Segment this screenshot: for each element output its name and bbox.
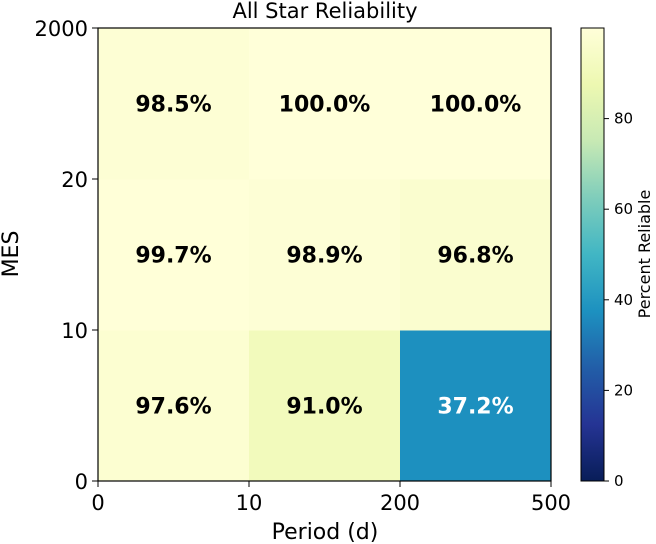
heatmap-cell-label: 37.2% [437, 395, 513, 420]
heatmap-cell [249, 28, 401, 180]
x-axis-label: Period (d) [272, 520, 379, 544]
heatmap-cell [98, 330, 250, 482]
y-axis-label: MES [0, 231, 24, 278]
heatmap-cell-label: 100.0% [430, 93, 522, 118]
heatmap-cell [400, 179, 552, 331]
heatmap-cells [98, 28, 552, 482]
heatmap-cell-label: 98.5% [135, 93, 211, 118]
x-axis-ticks: 0 10 200 500 [91, 481, 571, 515]
heatmap-cell [249, 179, 401, 331]
x-tick-label: 200 [380, 491, 420, 515]
chart-title: All Star Reliability [232, 0, 417, 23]
plot-frame [97, 27, 552, 482]
heatmap-cell-label: 98.9% [286, 244, 362, 269]
y-axis-ticks: 0 10 20 2000 [35, 17, 98, 494]
x-tick-label: 10 [236, 491, 263, 515]
y-tick-label: 10 [61, 319, 88, 343]
heatmap-cell [98, 28, 250, 180]
heatmap-cell-label: 99.7% [135, 244, 211, 269]
heatmap-cell-labels: 97.6% 91.0% 37.2% 99.7% 98.9% 96.8% 98.5% 100.0… [135, 93, 521, 420]
y-tick-label: 2000 [35, 17, 88, 41]
heatmap-cell [400, 330, 552, 482]
heatmap-cell [249, 330, 401, 482]
colorbar-tick-label: 40 [614, 291, 633, 309]
colorbar-tick-label: 60 [614, 200, 633, 218]
x-tick-label: 0 [91, 491, 104, 515]
y-tick-label: 0 [75, 470, 88, 494]
heatmap-cell-label: 97.6% [135, 395, 211, 420]
heatmap-cell-label: 100.0% [279, 93, 371, 118]
heatmap-cell-label: 96.8% [437, 244, 513, 269]
heatmap-cell [400, 28, 552, 180]
heatmap-cell-label: 91.0% [286, 395, 362, 420]
heatmap-cell [98, 179, 250, 331]
colorbar [580, 27, 605, 482]
y-tick-label: 20 [61, 168, 88, 192]
colorbar-ticks: 0 20 40 60 80 [604, 110, 633, 490]
x-tick-label: 500 [531, 491, 571, 515]
colorbar-tick-label: 20 [614, 381, 633, 399]
colorbar-tick-label: 0 [614, 472, 624, 490]
colorbar-label: Percent Reliable [635, 190, 654, 319]
colorbar-tick-label: 80 [614, 110, 633, 128]
